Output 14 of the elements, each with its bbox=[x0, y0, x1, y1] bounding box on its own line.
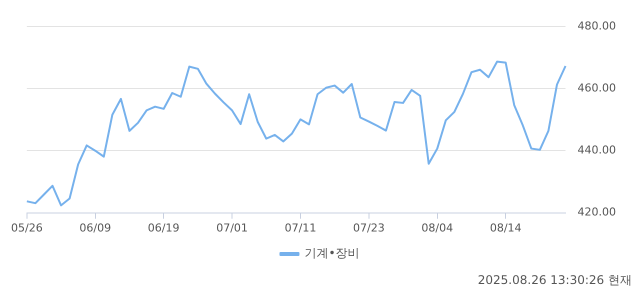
x-tick-label: 07/01 bbox=[216, 221, 248, 234]
y-tick-label: 440.00 bbox=[578, 144, 616, 157]
x-tick-label: 06/19 bbox=[148, 221, 180, 234]
y-tick-label: 460.00 bbox=[578, 82, 616, 95]
x-tick-label: 08/14 bbox=[490, 221, 522, 234]
y-tick-label: 480.00 bbox=[578, 19, 616, 32]
text: 2025.08.26 13:30:26 현재 bbox=[476, 272, 632, 289]
legend-label: 기계•장비 bbox=[304, 246, 360, 260]
x-tick-label: 05/26 bbox=[11, 221, 43, 234]
y-tick-label: 420.00 bbox=[578, 206, 616, 219]
x-tick-label: 07/11 bbox=[284, 221, 316, 234]
x-tick-label: 06/09 bbox=[79, 221, 112, 234]
x-tick-label: 08/04 bbox=[421, 221, 454, 234]
x-tick-label: 07/23 bbox=[353, 221, 385, 234]
